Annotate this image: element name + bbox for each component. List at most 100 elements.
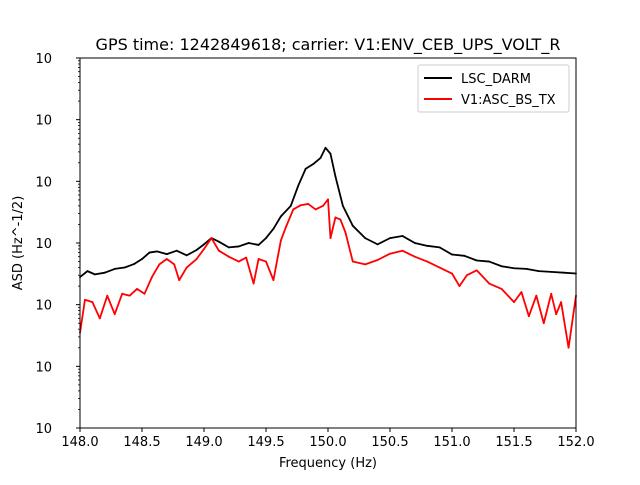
data-point-lsc-darm: [185, 254, 188, 257]
data-point-v1-asc-bs-tx: [106, 294, 109, 297]
data-point-lsc-darm: [329, 152, 332, 155]
data-point-lsc-darm: [389, 237, 391, 240]
plot-frame: [79, 57, 577, 429]
data-point-lsc-darm: [297, 184, 300, 187]
data-point-lsc-darm: [155, 250, 158, 253]
data-point-lsc-darm: [113, 268, 116, 270]
data-point-v1-asc-bs-tx: [151, 276, 153, 278]
data-point-lsc-darm: [500, 265, 503, 268]
data-point-v1-asc-bs-tx: [351, 260, 354, 263]
data-point-v1-asc-bs-tx: [542, 322, 545, 325]
data-point-v1-asc-bs-tx: [513, 301, 515, 304]
data-point-v1-asc-bs-tx: [195, 258, 198, 260]
data-point-lsc-darm: [537, 270, 540, 273]
x-tick-label: 149.0: [185, 435, 222, 450]
data-point-lsc-darm: [562, 271, 565, 274]
data-point-lsc-darm: [319, 156, 322, 159]
data-point-lsc-darm: [513, 267, 515, 270]
data-point-v1-asc-bs-tx: [413, 255, 416, 258]
data-point-v1-asc-bs-tx: [121, 292, 124, 295]
y-tick-label: 10: [35, 52, 52, 67]
x-tick-label: 151.5: [495, 435, 532, 450]
y-tick-label: 10: [35, 360, 52, 375]
series-line-lsc-darm: [79, 146, 577, 278]
data-point-lsc-darm: [488, 260, 491, 263]
data-point-v1-asc-bs-tx: [158, 263, 161, 266]
data-point-v1-asc-bs-tx: [344, 231, 347, 234]
data-point-v1-asc-bs-tx: [237, 260, 240, 263]
data-point-lsc-darm: [195, 249, 198, 251]
data-point-v1-asc-bs-tx: [307, 203, 310, 205]
data-point-v1-asc-bs-tx: [560, 301, 563, 304]
data-point-v1-asc-bs-tx: [389, 252, 391, 255]
data-point-lsc-darm: [217, 240, 220, 243]
data-point-v1-asc-bs-tx: [245, 256, 248, 259]
data-point-lsc-darm: [237, 245, 240, 248]
data-point-lsc-darm: [525, 268, 528, 270]
data-point-lsc-darm: [279, 215, 282, 218]
data-point-v1-asc-bs-tx: [113, 313, 116, 316]
data-point-v1-asc-bs-tx: [185, 266, 188, 269]
data-point-lsc-darm: [334, 175, 337, 178]
data-point-v1-asc-bs-tx: [165, 258, 168, 260]
data-point-v1-asc-bs-tx: [143, 292, 146, 295]
data-point-lsc-darm: [475, 259, 478, 262]
data-point-v1-asc-bs-tx: [376, 259, 379, 261]
data-point-v1-asc-bs-tx: [217, 249, 220, 252]
data-point-v1-asc-bs-tx: [173, 263, 176, 266]
y-tick-label: 10: [35, 237, 52, 252]
data-point-v1-asc-bs-tx: [500, 288, 503, 290]
data-point-lsc-darm: [324, 146, 327, 149]
data-point-v1-asc-bs-tx: [426, 260, 429, 263]
x-tick-label: 152.0: [557, 435, 594, 450]
data-point-v1-asc-bs-tx: [527, 315, 530, 318]
data-point-lsc-darm: [426, 244, 429, 247]
x-tick-label: 150.0: [309, 435, 346, 450]
legend-label-lsc-darm: LSC_DARM: [461, 72, 531, 87]
data-point-lsc-darm: [86, 270, 89, 273]
data-point-v1-asc-bs-tx: [364, 263, 367, 266]
data-point-v1-asc-bs-tx: [465, 274, 468, 277]
legend-box: [417, 64, 570, 113]
data-point-v1-asc-bs-tx: [458, 285, 461, 287]
data-point-v1-asc-bs-tx: [128, 294, 131, 297]
data-point-v1-asc-bs-tx: [438, 266, 441, 269]
data-point-v1-asc-bs-tx: [299, 204, 302, 207]
data-point-lsc-darm: [272, 227, 275, 230]
y-tick-label: 10: [35, 114, 52, 129]
data-point-lsc-darm: [401, 235, 404, 237]
data-point-lsc-darm: [247, 242, 250, 244]
data-point-v1-asc-bs-tx: [257, 258, 260, 260]
data-point-lsc-darm: [463, 254, 466, 257]
data-point-lsc-darm: [550, 270, 553, 273]
chart-title: GPS time: 1242849618; carrier: V1:ENV_CE…: [96, 35, 561, 55]
legend-label-v1-asc-bs-tx: V1:ASC_BS_TX: [461, 93, 556, 108]
data-point-v1-asc-bs-tx: [339, 218, 342, 221]
data-point-lsc-darm: [165, 253, 168, 256]
data-point-lsc-darm: [227, 246, 230, 249]
plot-area: [79, 146, 577, 349]
data-point-v1-asc-bs-tx: [334, 216, 337, 219]
y-tick-label: 10: [35, 422, 52, 437]
data-point-v1-asc-bs-tx: [475, 269, 478, 272]
data-point-lsc-darm: [103, 271, 106, 274]
x-tick-label: 148.5: [123, 435, 160, 450]
data-point-lsc-darm: [133, 262, 136, 265]
data-point-v1-asc-bs-tx: [203, 248, 205, 250]
x-tick-label: 149.5: [247, 435, 284, 450]
data-point-lsc-darm: [148, 251, 151, 254]
data-point-v1-asc-bs-tx: [314, 208, 317, 211]
x-tick-label: 150.5: [371, 435, 408, 450]
data-point-v1-asc-bs-tx: [567, 346, 570, 349]
data-point-v1-asc-bs-tx: [535, 294, 538, 297]
data-point-v1-asc-bs-tx: [401, 249, 404, 252]
data-point-v1-asc-bs-tx: [550, 292, 553, 295]
data-point-v1-asc-bs-tx: [451, 272, 453, 275]
data-point-lsc-darm: [376, 243, 379, 246]
data-point-v1-asc-bs-tx: [84, 298, 86, 301]
data-point-lsc-darm: [413, 242, 416, 244]
y-tick-label: 10: [35, 175, 52, 190]
data-point-lsc-darm: [175, 249, 178, 252]
x-tick-label: 148.0: [61, 435, 98, 450]
